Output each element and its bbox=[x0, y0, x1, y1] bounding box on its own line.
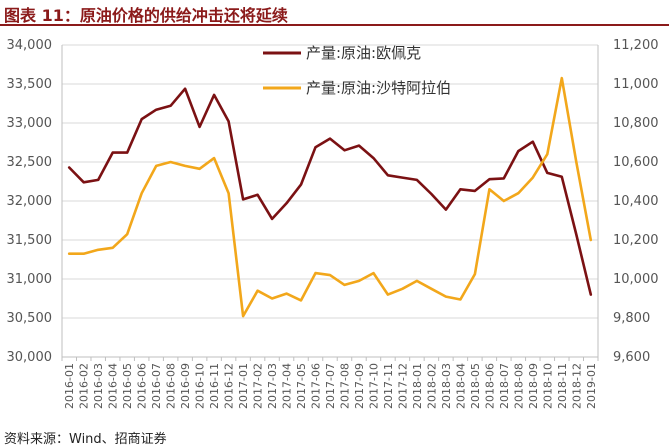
left-tick-label: 33,500 bbox=[7, 77, 53, 92]
left-tick-label: 31,500 bbox=[7, 233, 53, 248]
x-tick-label: 2017-11 bbox=[382, 363, 395, 409]
x-tick-label: 2017-08 bbox=[338, 363, 351, 409]
legend-label: 产量:原油:沙特阿拉伯 bbox=[306, 79, 451, 97]
right-tick-label: 9,600 bbox=[613, 350, 650, 365]
right-y-axis: 9,600 9,800 10,000 10,200 10,400 10,600 10,800… bbox=[613, 38, 659, 365]
x-tick-label: 2016-12 bbox=[223, 363, 236, 409]
x-tick-label: 2017-02 bbox=[252, 363, 265, 409]
right-tick-label: 10,800 bbox=[613, 116, 659, 131]
source-note: 资料来源：Wind、招商证券 bbox=[4, 432, 167, 447]
x-axis: 2016-01 2016-02 2016-03 2016-04 2016-05 2016-… bbox=[61, 357, 599, 409]
x-tick-label: 2017-09 bbox=[353, 363, 366, 409]
x-tick-label: 2017-03 bbox=[266, 363, 279, 409]
right-tick-label: 9,800 bbox=[613, 311, 650, 326]
x-tick-label: 2017-01 bbox=[237, 363, 250, 409]
x-tick-label: 2016-09 bbox=[179, 363, 192, 409]
x-tick-label: 2018-09 bbox=[527, 363, 540, 409]
x-tick-label: 2016-01 bbox=[63, 363, 76, 409]
x-tick-label: 2016-02 bbox=[78, 363, 91, 409]
x-tick-label: 2018-05 bbox=[469, 363, 482, 409]
x-tick-label: 2016-08 bbox=[165, 363, 178, 409]
right-tick-label: 11,000 bbox=[613, 77, 659, 92]
gridlines bbox=[61, 44, 599, 358]
left-tick-label: 32,000 bbox=[7, 194, 53, 209]
x-tick-label: 2017-06 bbox=[310, 363, 323, 409]
right-tick-label: 10,000 bbox=[613, 272, 659, 287]
x-tick-label: 2016-07 bbox=[150, 363, 163, 409]
left-tick-label: 30,500 bbox=[7, 311, 53, 326]
x-tick-label: 2018-06 bbox=[483, 363, 496, 409]
right-tick-label: 10,600 bbox=[613, 155, 659, 170]
x-tick-label: 2016-05 bbox=[121, 363, 134, 409]
x-tick-label: 2018-11 bbox=[556, 363, 569, 409]
x-tick-label: 2018-07 bbox=[498, 363, 511, 409]
right-tick-label: 11,200 bbox=[613, 38, 659, 53]
x-tick-label: 2016-03 bbox=[92, 363, 105, 409]
x-tick-label: 2016-04 bbox=[107, 363, 120, 409]
right-tick-label: 10,400 bbox=[613, 194, 659, 209]
right-tick-label: 10,200 bbox=[613, 233, 659, 248]
x-tick-label: 2016-06 bbox=[136, 363, 149, 409]
left-tick-label: 32,500 bbox=[7, 155, 53, 170]
x-tick-label: 2018-08 bbox=[512, 363, 525, 409]
series-line-saudi bbox=[67, 76, 593, 318]
x-tick-label: 2017-04 bbox=[281, 363, 294, 409]
figure-title: 图表 11：原油价格的供给冲击还将延续 bbox=[4, 6, 288, 25]
x-tick-label: 2019-01 bbox=[585, 363, 598, 409]
x-tick-label: 2017-05 bbox=[295, 363, 308, 409]
x-tick-label: 2018-10 bbox=[541, 363, 554, 409]
x-tick-label: 2016-10 bbox=[194, 363, 207, 409]
title-divider bbox=[0, 24, 669, 26]
x-tick-label: 2017-07 bbox=[324, 363, 337, 409]
left-tick-label: 30,000 bbox=[7, 350, 53, 365]
x-tick-label: 2016-11 bbox=[208, 363, 221, 409]
left-tick-label: 31,000 bbox=[7, 272, 53, 287]
left-tick-label: 34,000 bbox=[7, 38, 53, 53]
series-line-opec bbox=[67, 87, 593, 296]
series-lines bbox=[67, 76, 593, 318]
x-tick-label: 2018-01 bbox=[411, 363, 424, 409]
x-tick-label: 2017-10 bbox=[367, 363, 380, 409]
legend-label: 产量:原油:欧佩克 bbox=[306, 44, 421, 62]
x-tick-label: 2018-12 bbox=[570, 363, 583, 409]
left-y-axis: 30,000 30,500 31,000 31,500 32,000 32,500 33,0… bbox=[7, 38, 53, 365]
x-tick-label: 2018-03 bbox=[440, 363, 453, 409]
x-tick-label: 2018-02 bbox=[425, 363, 438, 409]
x-tick-label: 2017-12 bbox=[396, 363, 409, 409]
x-tick-label: 2018-04 bbox=[454, 363, 467, 409]
left-tick-label: 33,000 bbox=[7, 116, 53, 131]
